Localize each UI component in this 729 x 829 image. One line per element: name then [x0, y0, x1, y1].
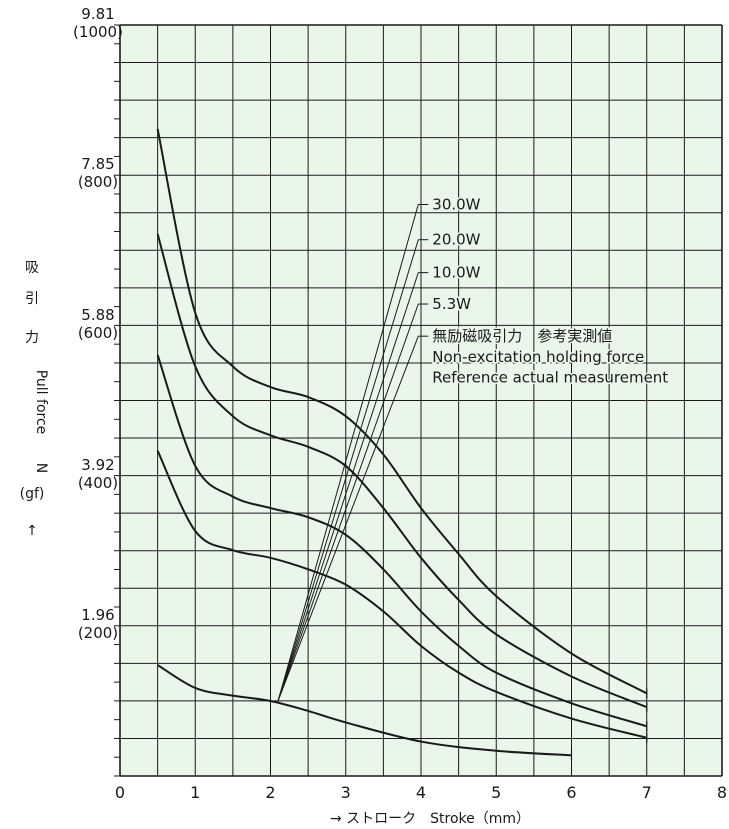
leader-line [277, 335, 419, 702]
leader-line [277, 303, 419, 702]
y-label-part: N [33, 463, 49, 473]
x-tick-label: 0 [115, 783, 125, 802]
y-label-part: Pull force [33, 370, 49, 435]
leader-line [277, 239, 419, 702]
x-tick-label: 3 [341, 783, 351, 802]
x-tick-label: 6 [566, 783, 576, 802]
y-label-part: 吸 [25, 260, 39, 276]
annotation-label: 20.0W [432, 231, 480, 249]
y-label-part: 力 [25, 330, 39, 346]
annotation-label: 5.3W [432, 295, 471, 313]
annotation-label: Non-excitation holding force [432, 348, 644, 366]
y-tick-label: 3.92 [81, 456, 114, 474]
y-label-part: ↑ [26, 523, 38, 539]
y-tick-label: 1.96 [81, 606, 114, 624]
series-line-4 [157, 664, 572, 757]
x-tick-label: 2 [265, 783, 275, 802]
y-tick-label: 5.88 [81, 306, 114, 324]
y-axis-label: 吸引力 Pull force N (gf) ↑ [20, 260, 49, 539]
x-tick-label: 1 [190, 783, 200, 802]
annotation-label: 30.0W [432, 195, 480, 213]
x-tick-label: 7 [642, 783, 652, 802]
y-tick-label: 7.85 [81, 155, 114, 173]
minor-grid [114, 24, 120, 777]
series-line-0 [156, 128, 648, 695]
y-tick-labels: 1.96(200) 3.92(400) 5.88(600) 7.85(800) 9.81… [73, 5, 123, 642]
y-label-part: 引 [25, 291, 39, 307]
y-tick-sublabel: (800) [78, 173, 118, 191]
series-line-2 [156, 354, 648, 728]
y-tick-sublabel: (200) [78, 624, 118, 642]
annotations: 30.0W 20.0W 10.0W 5.3W 無励磁吸引力 参考実測値 Non-excit… [431, 194, 670, 388]
y-label-part: (gf) [20, 486, 45, 502]
leader-line [277, 272, 419, 702]
series-curves [156, 128, 648, 761]
x-tick-label: 4 [416, 783, 426, 802]
annotation-label: Reference actual measurement [432, 369, 668, 387]
x-axis-label: → ストローク Stroke（mm） [330, 811, 530, 827]
series-line-3 [156, 450, 647, 739]
annotation-leader-lines [277, 203, 429, 702]
y-tick-sublabel: (600) [78, 324, 118, 342]
annotation-label: 無励磁吸引力 参考実測値 [432, 327, 612, 345]
x-tick-label: 8 [717, 783, 727, 802]
leader-line [277, 204, 419, 702]
major-grid [119, 24, 723, 777]
y-tick-sublabel: (400) [78, 474, 118, 492]
y-tick-sublabel: (1000) [73, 23, 123, 41]
x-tick-labels: 0 1 2 3 4 5 6 7 8 [115, 783, 727, 802]
x-tick-label: 5 [491, 783, 501, 802]
annotation-label: 10.0W [432, 264, 480, 282]
y-tick-label: 9.81 [81, 5, 114, 23]
